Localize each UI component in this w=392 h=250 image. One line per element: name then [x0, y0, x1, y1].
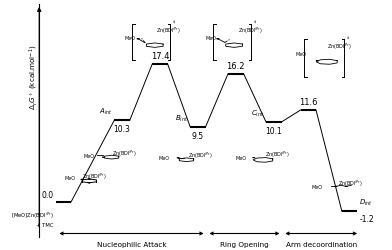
Text: -1.2: -1.2 [359, 214, 374, 223]
Text: $^{‡}$: $^{‡}$ [253, 19, 257, 24]
Text: Zn(BDI$^{iPr}$): Zn(BDI$^{iPr}$) [187, 150, 212, 160]
Text: 17.4: 17.4 [151, 52, 169, 61]
Text: 10.1: 10.1 [265, 126, 282, 135]
Text: MeO: MeO [311, 184, 322, 189]
Text: B$_{int}$: B$_{int}$ [175, 113, 189, 123]
Text: MeO: MeO [236, 156, 247, 160]
Text: 11.6: 11.6 [299, 98, 318, 107]
Text: $^{‡}$: $^{‡}$ [172, 19, 176, 24]
Text: Zn(BDI$^{iPr}$): Zn(BDI$^{iPr}$) [238, 26, 263, 36]
Text: MeO: MeO [64, 176, 75, 180]
Text: C$_{int}$: C$_{int}$ [251, 108, 264, 118]
Text: MeO: MeO [83, 153, 94, 158]
Text: [MeO]Zn(BDI$^{iPr}$)
+ TMC: [MeO]Zn(BDI$^{iPr}$) + TMC [11, 210, 54, 227]
Text: Zn(BDI$^{iPr}$): Zn(BDI$^{iPr}$) [265, 149, 290, 160]
Text: Nucleophilic Attack: Nucleophilic Attack [97, 242, 166, 248]
Text: A$_{int}$: A$_{int}$ [99, 107, 113, 117]
Text: $^{‡}$: $^{‡}$ [346, 34, 350, 40]
Text: Zn(BDI$^{iPr}$): Zn(BDI$^{iPr}$) [112, 148, 136, 158]
Text: D$_{int}$: D$_{int}$ [359, 198, 373, 207]
Text: 16.2: 16.2 [227, 62, 245, 70]
Text: Zn(BDI$^{iPr}$): Zn(BDI$^{iPr}$) [338, 178, 363, 188]
Text: $\Delta_rG^\circ$ (kcal.mol$^{-1}$): $\Delta_rG^\circ$ (kcal.mol$^{-1}$) [28, 44, 40, 110]
Text: Zn(BDI$^{iPr}$): Zn(BDI$^{iPr}$) [156, 26, 181, 36]
Text: MeO: MeO [125, 36, 136, 41]
Text: Arm decoordination: Arm decoordination [286, 242, 357, 248]
Text: Ring Opening: Ring Opening [220, 242, 269, 248]
Text: 0.0: 0.0 [42, 190, 54, 199]
Text: MeO: MeO [206, 36, 217, 41]
Text: MeO: MeO [296, 52, 307, 57]
Text: 9.5: 9.5 [192, 131, 204, 140]
Text: Zn(BDI$^{iPr}$): Zn(BDI$^{iPr}$) [327, 42, 352, 52]
Text: Zn(BDI$^{iPr}$): Zn(BDI$^{iPr}$) [82, 171, 107, 181]
Text: 10.3: 10.3 [114, 125, 131, 134]
Text: MeO: MeO [158, 156, 169, 160]
